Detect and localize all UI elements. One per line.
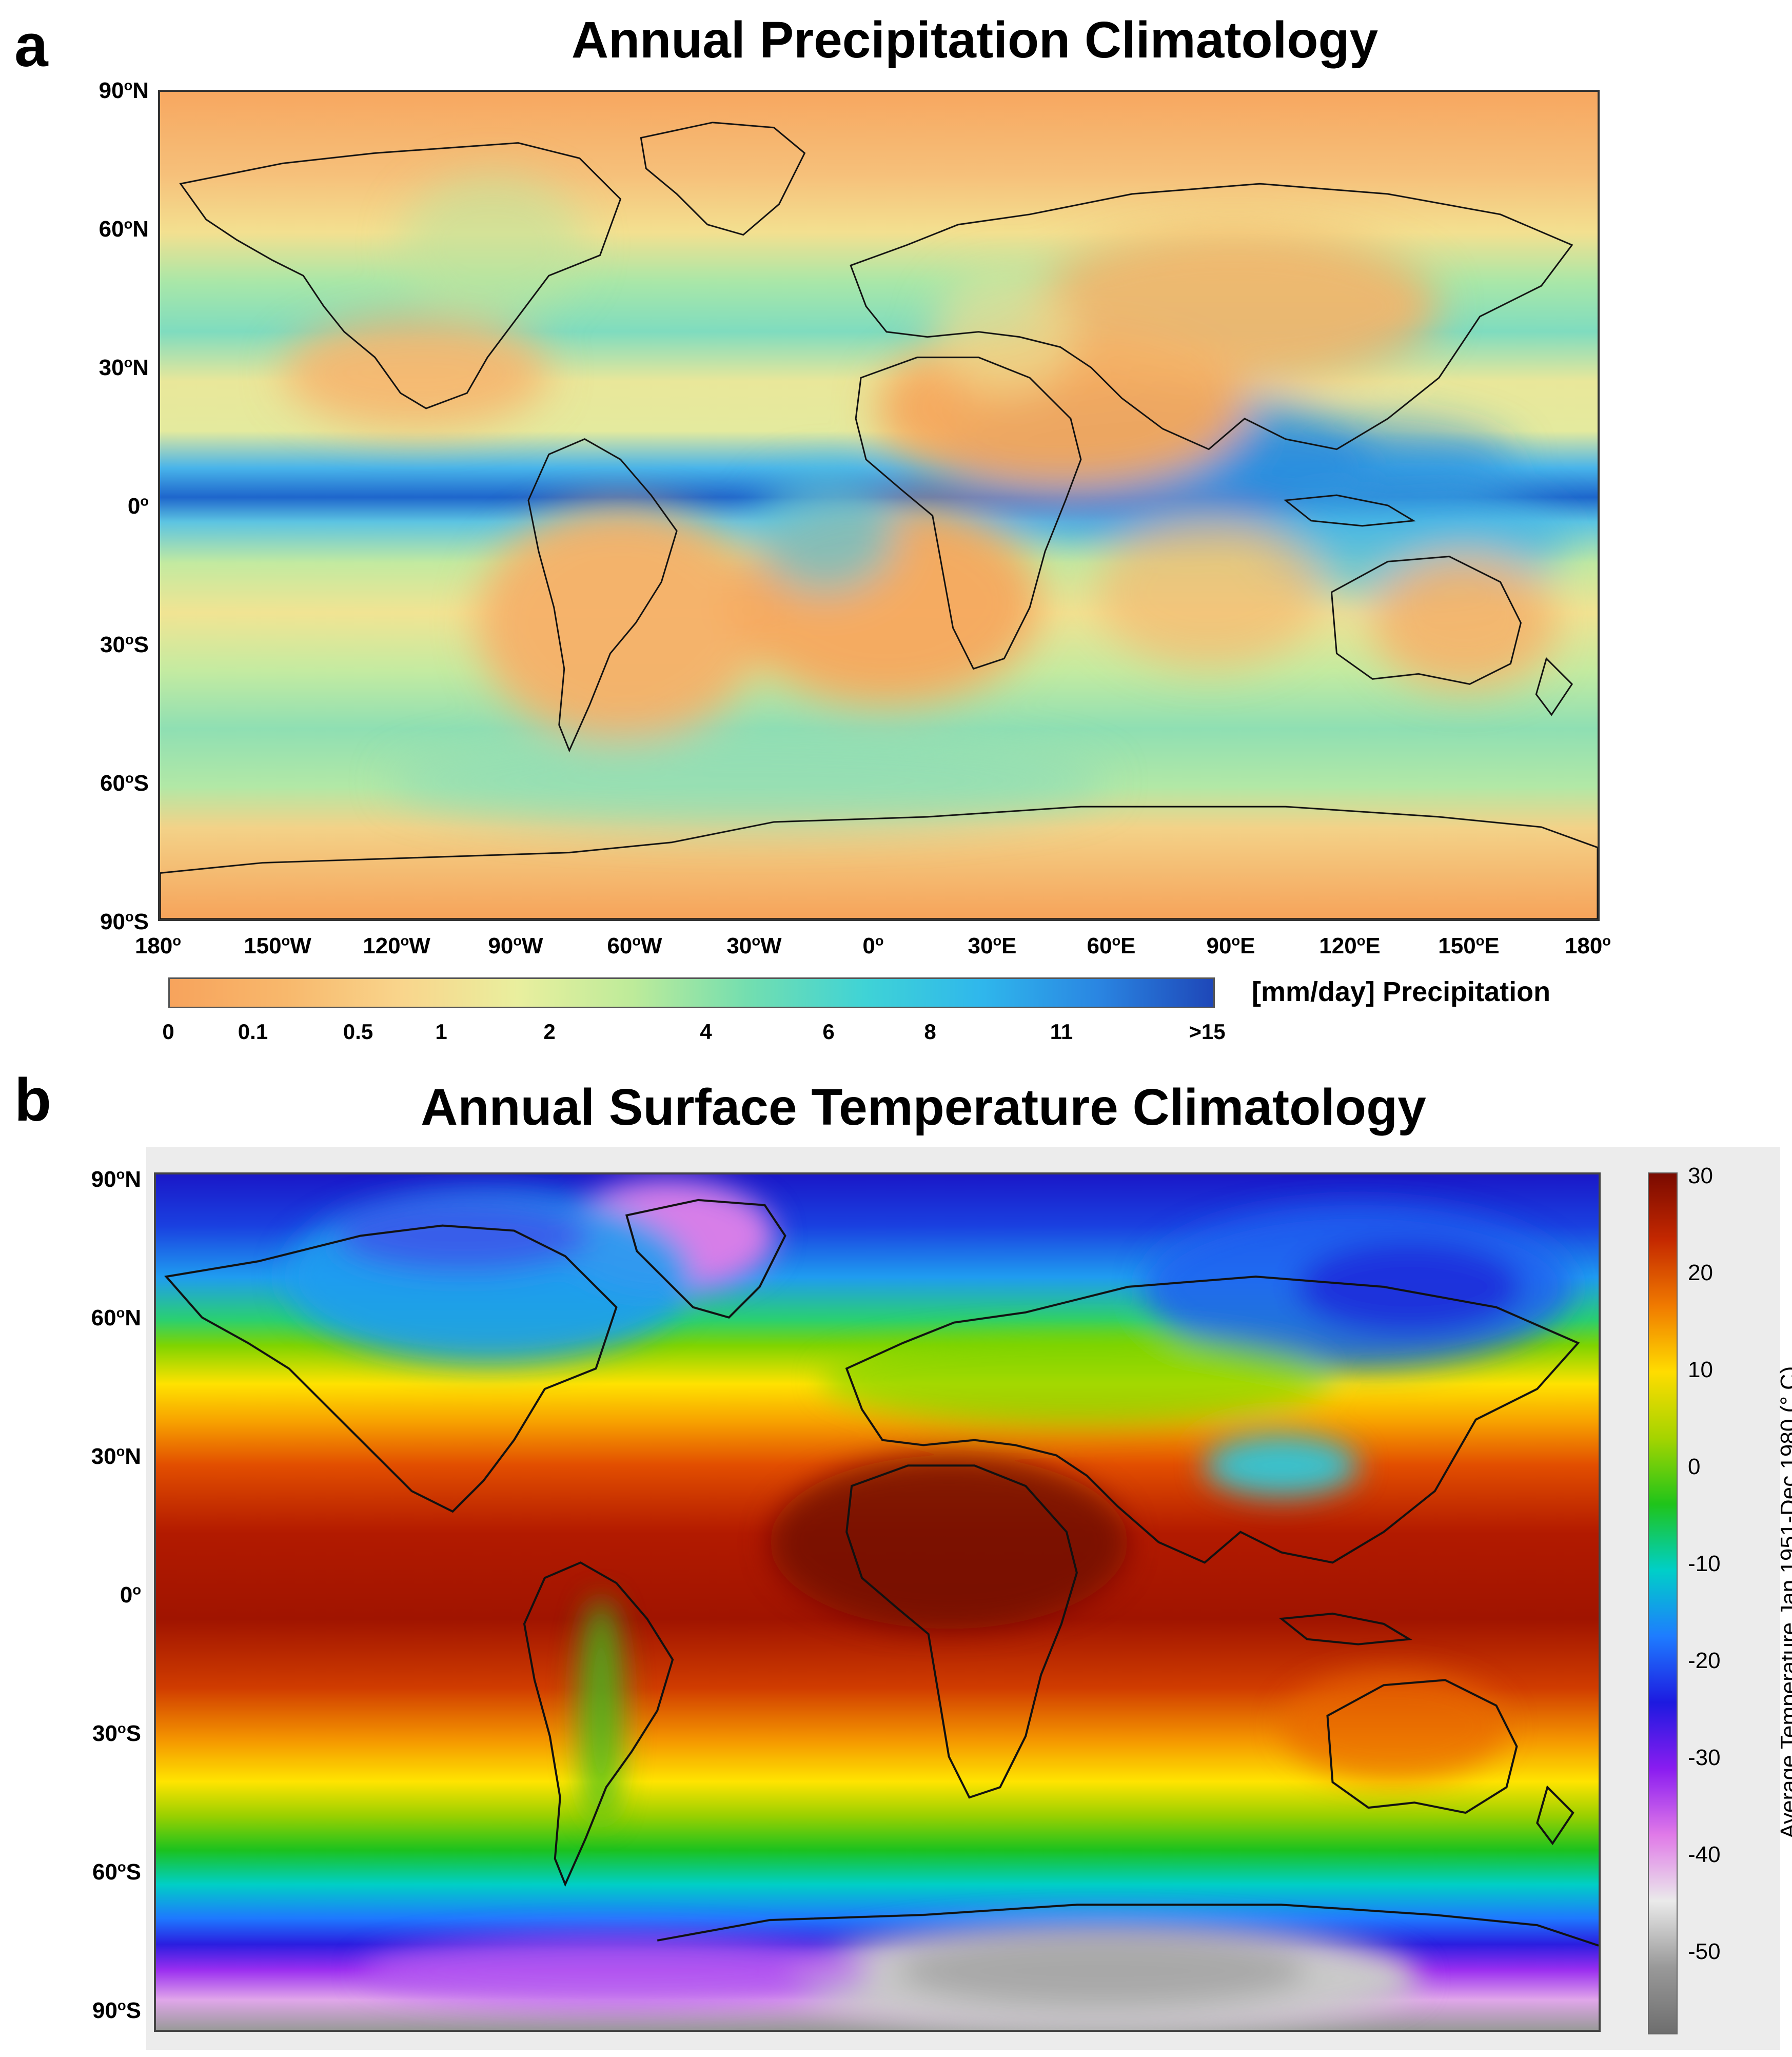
temperature-map [154, 1172, 1601, 2032]
lon-label: 180o [134, 932, 182, 958]
panel-b-title: Annual Surface Temperature Climatology [421, 1079, 1426, 1136]
lat-label: 90oS [100, 908, 149, 934]
precipitation-colorbar [168, 977, 1215, 1008]
lat-label: 30oN [91, 1443, 141, 1469]
lon-label: 150oW [244, 932, 311, 958]
lat-label: 60oN [99, 216, 149, 242]
colorbar-tick: 30 [1688, 1163, 1713, 1188]
lon-label: 30oW [726, 932, 782, 958]
lat-label: 30oS [100, 631, 149, 657]
colorbar-tick: 0.1 [238, 1020, 268, 1044]
colorbar-tick: 10 [1688, 1357, 1713, 1382]
colorbar-tick: 2 [543, 1020, 556, 1044]
lon-label: 30oE [968, 932, 1017, 958]
lon-label: 60oE [1087, 932, 1136, 958]
lat-label: 0o [120, 1581, 141, 1608]
colorbar-tick: 4 [700, 1020, 712, 1044]
colorbar-tick: 8 [924, 1020, 936, 1044]
colorbar-tick: 11 [1050, 1020, 1073, 1044]
lat-label: 60oS [100, 770, 149, 796]
colorbar-tick: -30 [1688, 1745, 1721, 1770]
panel-b-letter: b [14, 1066, 52, 1134]
colorbar-tick: >15 [1189, 1020, 1226, 1044]
colorbar-tick: 0 [162, 1020, 174, 1044]
lat-label: 90oN [91, 1166, 141, 1192]
colorbar-tick: -50 [1688, 1939, 1721, 1964]
lat-label: 90oS [92, 1997, 141, 2023]
temperature-colorbar-title: Average Temperature Jan 1951-Dec 1980 (°… [1776, 1366, 1792, 1839]
temperature-colorbar [1648, 1172, 1678, 2034]
lat-label: 60oN [91, 1304, 141, 1330]
lon-label: 60oW [607, 932, 662, 958]
colorbar-tick: -40 [1688, 1842, 1721, 1867]
precipitation-map [158, 90, 1600, 921]
lon-label: 120oE [1319, 932, 1381, 958]
lon-label: 120oW [363, 932, 430, 958]
colorbar-tick: 6 [822, 1020, 835, 1044]
lat-label: 30oN [99, 354, 149, 380]
lon-label: 180o [1564, 932, 1611, 958]
panel-a-title: Annual Precipitation Climatology [571, 11, 1379, 69]
lon-label: 90oE [1206, 932, 1255, 958]
colorbar-tick: 0 [1688, 1454, 1701, 1479]
colorbar-tick: -20 [1688, 1648, 1721, 1673]
lon-label: 150oE [1438, 932, 1500, 958]
precipitation-colorbar-title: [mm/day] Precipitation [1252, 976, 1551, 1007]
lat-label: 60oS [92, 1858, 141, 1885]
colorbar-tick: 20 [1688, 1260, 1713, 1285]
colorbar-tick: -10 [1688, 1551, 1721, 1576]
lat-label: 30oS [92, 1720, 141, 1746]
lon-label: 90oW [488, 932, 543, 958]
colorbar-tick: 0.5 [343, 1020, 373, 1044]
panel-a-letter: a [14, 12, 48, 80]
lon-label: 0o [862, 932, 884, 958]
lat-label: 90oN [99, 77, 149, 103]
lat-label: 0o [127, 493, 149, 519]
colorbar-tick: 1 [435, 1020, 447, 1044]
